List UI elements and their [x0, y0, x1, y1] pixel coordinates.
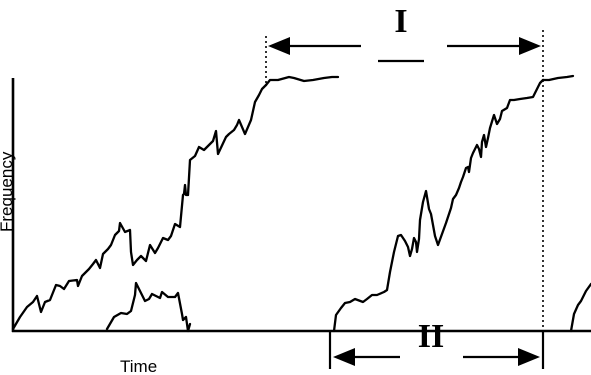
interval-ii-indicator: II — [328, 318, 545, 369]
interval-ii-right-arrowhead — [518, 348, 540, 366]
interval-i-left-arrowhead — [268, 37, 290, 55]
interval-ii-label: II — [418, 318, 444, 355]
trace-second-plateau — [541, 74, 575, 82]
interval-ii-left-arrowhead — [333, 348, 355, 366]
interval-markers — [265, 30, 544, 335]
axes — [11, 78, 591, 333]
trace-first-plateau — [264, 75, 340, 87]
trace-first-rising — [11, 83, 268, 331]
interval-i-label: I — [394, 3, 407, 40]
interval-i-right-arrowhead — [519, 37, 541, 55]
trace-second-rising — [332, 78, 545, 333]
interval-i-indicator: I — [268, 3, 541, 63]
frequency-traces — [11, 74, 591, 333]
trace-first-falling — [105, 281, 192, 333]
x-axis-label: Time — [120, 357, 157, 375]
trace-third-rising — [569, 282, 591, 333]
y-axis-label: Frequency — [0, 151, 16, 232]
